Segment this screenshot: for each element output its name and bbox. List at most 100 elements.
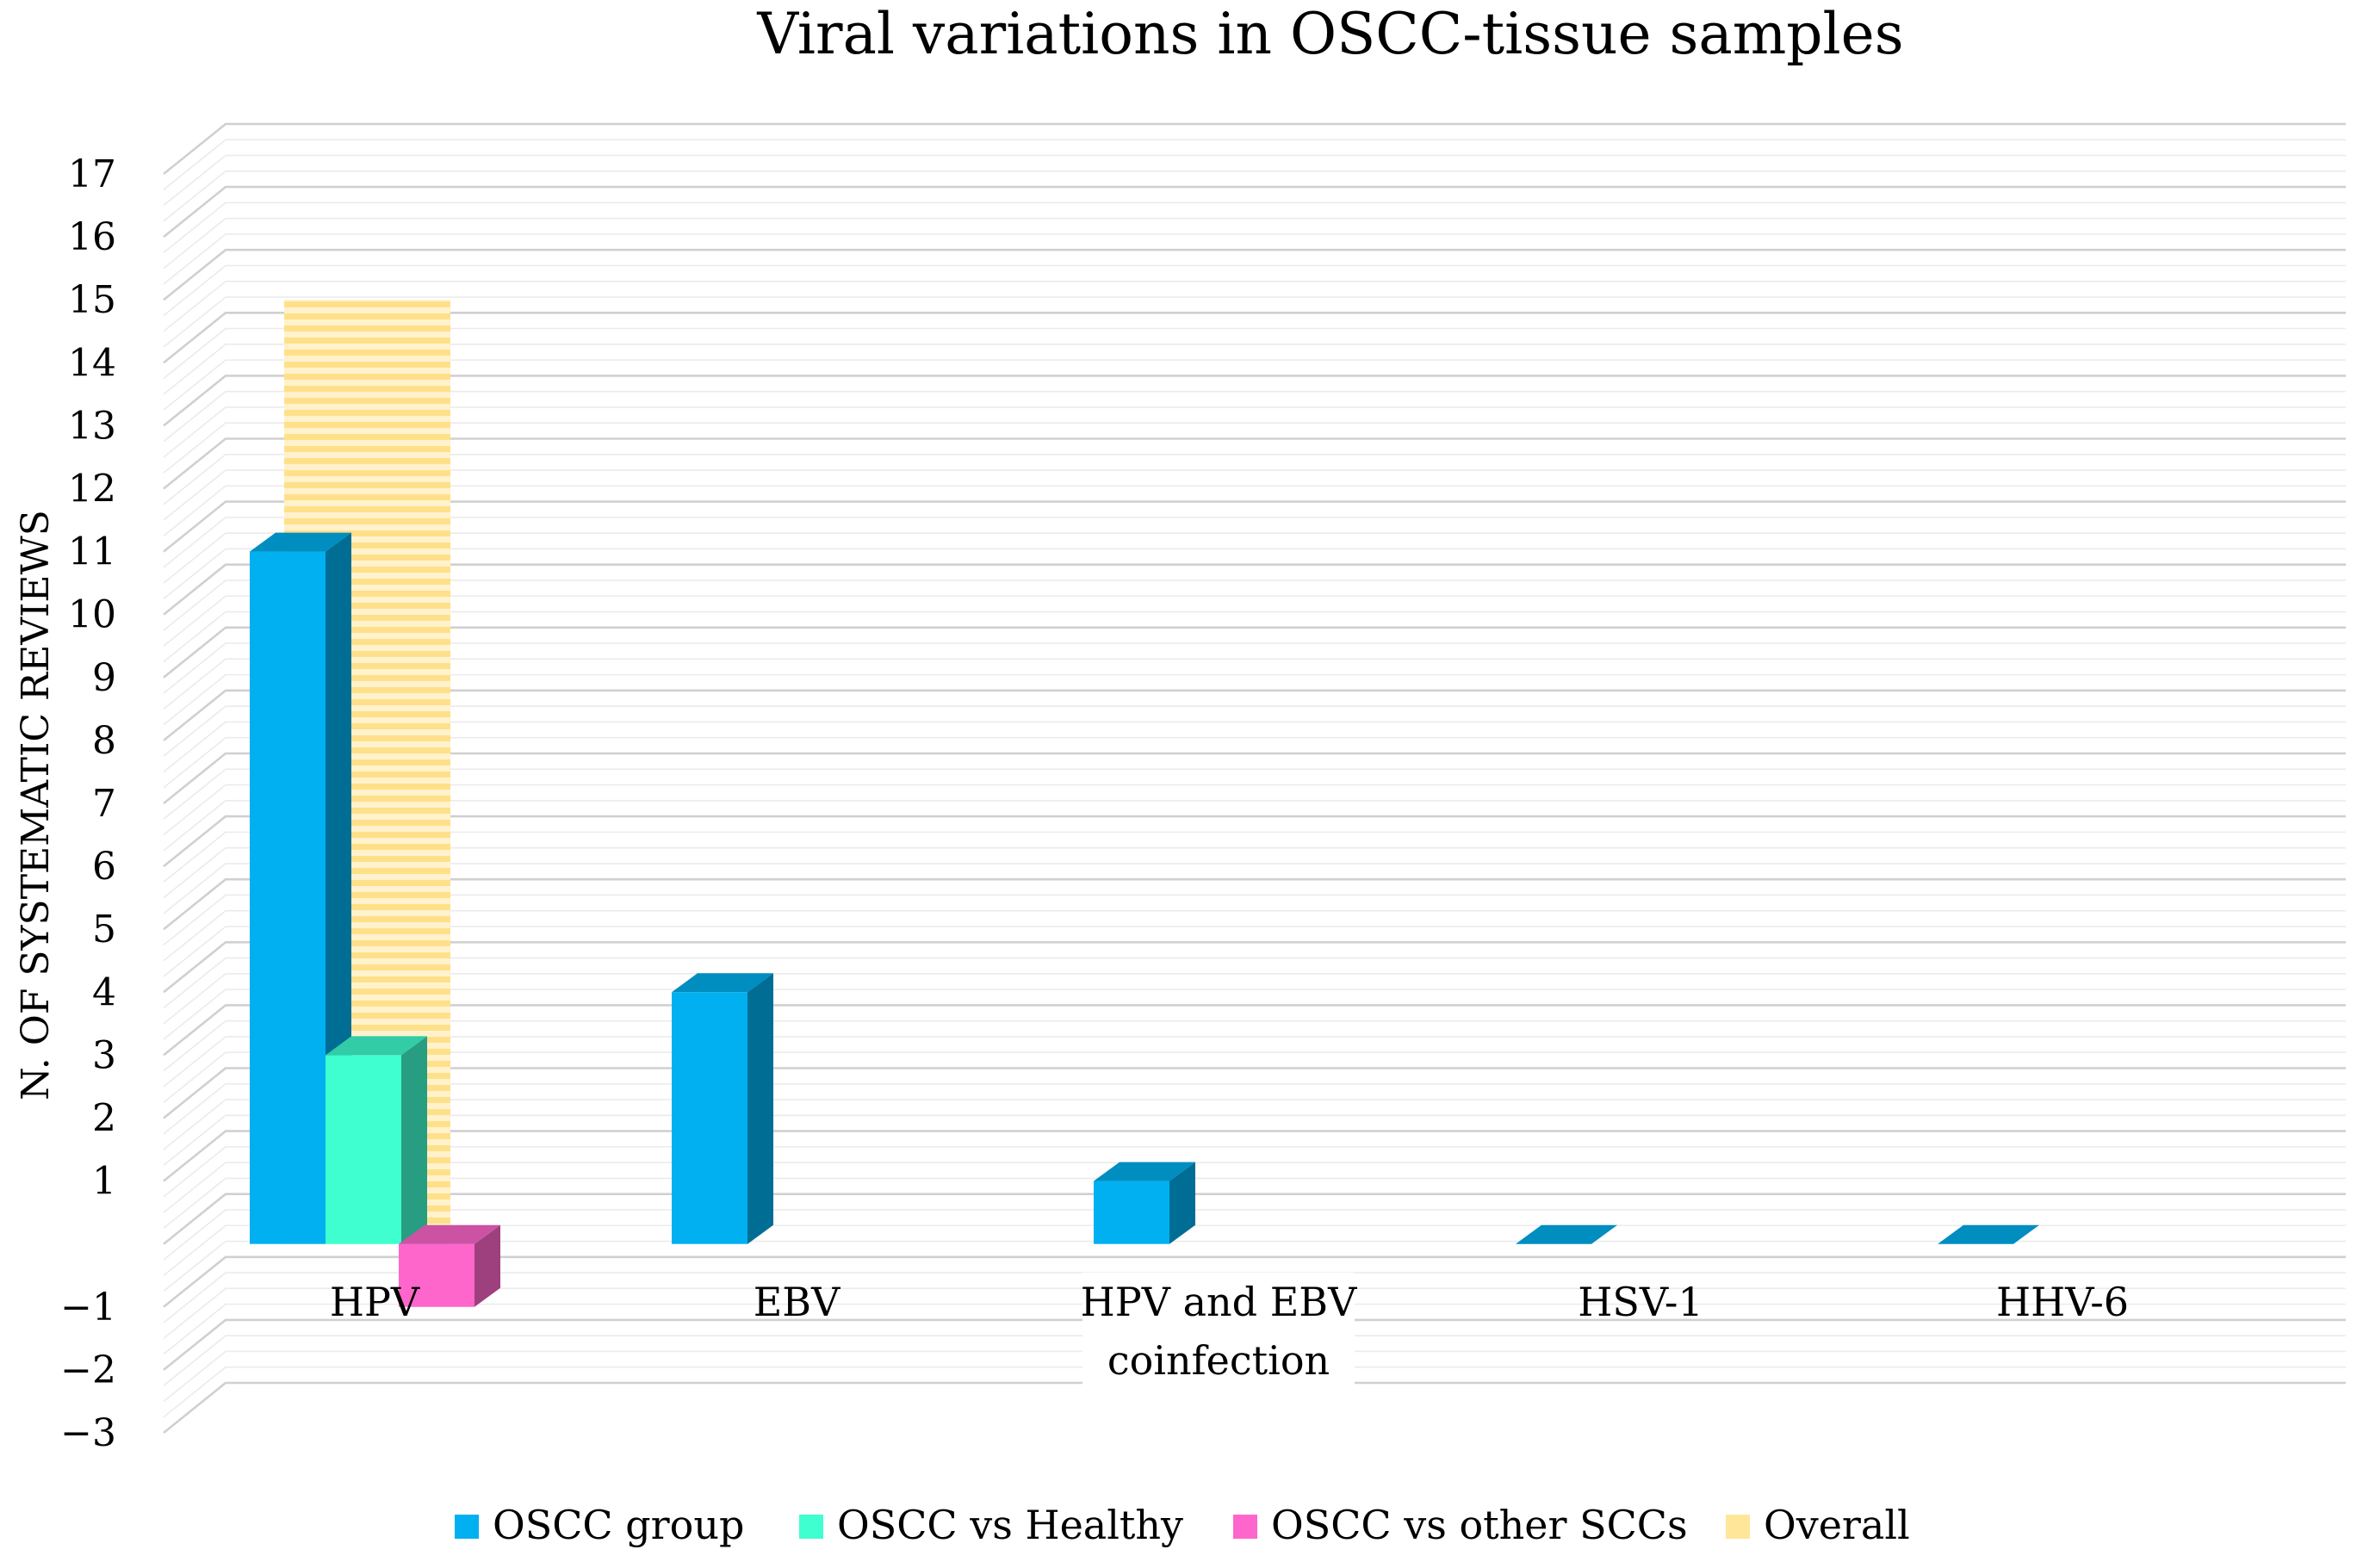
gridline-major (163, 752, 2346, 805)
category-label: HPV and EBV (1081, 1279, 1357, 1325)
gridline-minor (163, 548, 2346, 600)
gridline-major (163, 1067, 2346, 1119)
y-tick-label: −3 (60, 1411, 116, 1455)
gridline-minor (163, 485, 2346, 536)
gridline-minor (163, 721, 2346, 773)
gridline-minor (163, 1240, 2346, 1292)
gridline-minor (163, 469, 2346, 521)
bar-oscc-group (1938, 1224, 2039, 1244)
bar-oscc-group (672, 973, 773, 1244)
y-tick-label: −1 (60, 1286, 116, 1329)
gridline-major (163, 312, 2346, 364)
y-tick-label: 4 (92, 970, 116, 1014)
legend-label: OSCC vs Healthy (837, 1502, 1183, 1548)
y-axis-label: N. OF SYSTEMATIC REVIEWS (14, 510, 58, 1100)
gridline-minor (163, 595, 2346, 647)
y-tick-label: 2 (92, 1097, 116, 1141)
legend-item: OSCC vs other SCCs (1233, 1502, 1688, 1548)
gridline-minor (163, 1099, 2346, 1150)
gridline-major (163, 375, 2346, 427)
gridline-minor (163, 926, 2346, 977)
gridline-minor (163, 989, 2346, 1040)
gridline-minor (163, 909, 2346, 962)
gridline-minor (163, 705, 2346, 757)
gridline-minor (163, 1303, 2346, 1355)
gridline-minor (163, 1036, 2346, 1088)
legend-item: Overall (1726, 1502, 1910, 1548)
category-labels: HPV EBV HPV and EBV coinfection HSV-1 HHV-6 (330, 1273, 2129, 1391)
gridline-minor (163, 642, 2346, 694)
gridline-major (163, 500, 2346, 553)
gridline-minor (163, 170, 2346, 222)
gridline-major (163, 1381, 2346, 1435)
gridline-minor (163, 673, 2346, 726)
gridline-minor (163, 390, 2346, 443)
category-label: HPV (330, 1279, 420, 1325)
y-tick-label: 11 (68, 530, 116, 574)
category-label: EBV (754, 1279, 840, 1325)
y-tick-label: 8 (92, 719, 116, 763)
gridline-minor (163, 359, 2346, 411)
gridline-minor (163, 532, 2346, 584)
y-tick-label: 9 (92, 656, 116, 700)
category-label: HSV-1 (1578, 1279, 1703, 1325)
category-label-line2: coinfection (1107, 1337, 1330, 1384)
gridline-minor (163, 1162, 2346, 1213)
y-tick-label: −2 (60, 1348, 116, 1392)
legend-label: OSCC vs other SCCs (1271, 1502, 1688, 1548)
gridline-minor (163, 894, 2346, 946)
gridline-minor (163, 1114, 2346, 1166)
gridline-major (163, 941, 2346, 994)
gridline-major (163, 122, 2346, 176)
gridline-major (163, 248, 2346, 301)
gridline-minor (163, 296, 2346, 348)
bar-oscc-group (1094, 1162, 1195, 1244)
gridline-major (163, 1255, 2346, 1308)
gridline-minor (163, 264, 2346, 317)
gridline-minor (163, 973, 2346, 1025)
gridlines (163, 122, 2346, 1435)
y-tick-label: 1 (92, 1160, 116, 1204)
gridline-minor (163, 846, 2346, 899)
y-tick-label: 10 (68, 593, 116, 637)
legend: OSCC group OSCC vs Healthy OSCC vs other S… (455, 1502, 1910, 1548)
y-tick-label: 3 (92, 1033, 116, 1077)
bar-oscc-vs-healthy (326, 1036, 427, 1244)
category-label: HHV-6 (1996, 1279, 2129, 1325)
gridline-minor (163, 1287, 2346, 1339)
y-tick-label: 7 (92, 782, 116, 826)
y-tick-label: 13 (68, 404, 116, 448)
gridline-minor (163, 201, 2346, 253)
bar-oscc-group (250, 532, 351, 1244)
gridline-minor (163, 1209, 2346, 1261)
gridline-minor (163, 406, 2346, 458)
gridline-minor (163, 658, 2346, 710)
legend-item: OSCC vs Healthy (799, 1502, 1183, 1548)
gridline-minor (163, 517, 2346, 568)
bar-oscc-group (1516, 1224, 1617, 1244)
gridline-minor (163, 344, 2346, 395)
gridline-major (163, 1004, 2346, 1057)
gridline-major (163, 626, 2346, 679)
gridline-minor (163, 327, 2346, 380)
gridline-minor (163, 863, 2346, 914)
gridline-major (163, 1130, 2346, 1182)
y-tick-label: 12 (68, 468, 116, 511)
y-tick-label: 15 (68, 278, 116, 322)
gridline-major (163, 1318, 2346, 1371)
gridline-minor (163, 579, 2346, 631)
gridline-minor (163, 1146, 2346, 1198)
gridline-minor (163, 280, 2346, 332)
gridline-minor (163, 1272, 2346, 1323)
gridline-minor (163, 800, 2346, 852)
legend-swatch (455, 1515, 479, 1539)
gridline-minor (163, 422, 2346, 474)
legend-swatch (799, 1515, 823, 1539)
y-tick-label: 14 (68, 341, 116, 385)
gridline-minor (163, 1224, 2346, 1276)
legend-swatch (1233, 1515, 1257, 1539)
gridline-minor (163, 1020, 2346, 1072)
gridline-major (163, 185, 2346, 239)
gridline-major (163, 877, 2346, 931)
